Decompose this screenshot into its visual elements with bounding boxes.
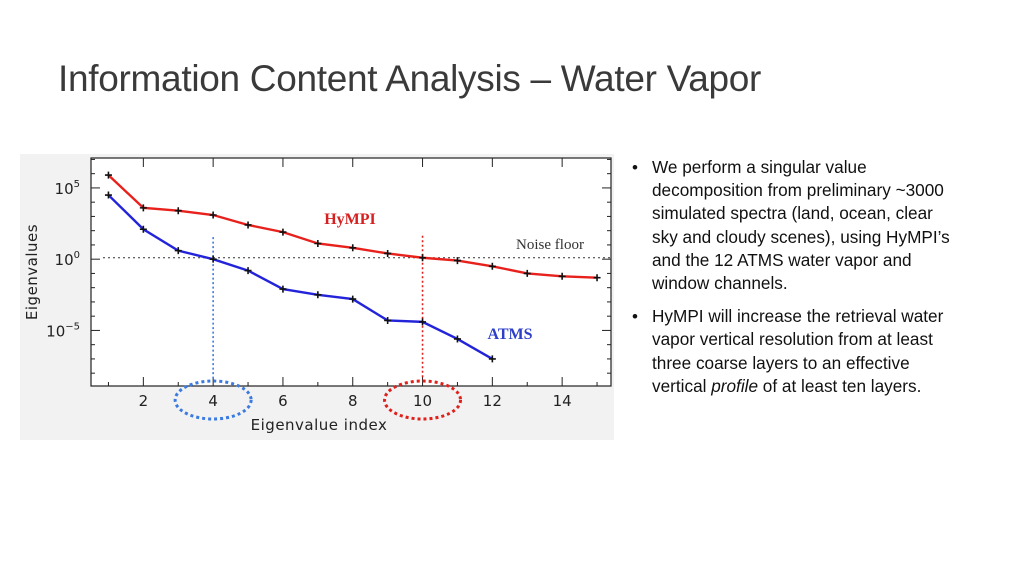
data-point-atms — [488, 355, 496, 363]
y-axis-title: Eigenvalues — [23, 224, 41, 320]
x-tick-label: 4 — [208, 392, 218, 410]
x-tick-label: 2 — [139, 392, 149, 410]
data-point-hympi — [244, 221, 252, 229]
marker-ellipse — [383, 379, 463, 421]
data-point-atms — [139, 225, 147, 233]
data-point-hympi — [558, 272, 566, 280]
x-tick-label: 10 — [413, 392, 432, 410]
bullet-text-1: We perform a singular value decompositio… — [652, 157, 950, 294]
data-point-atms — [209, 255, 217, 263]
eigenvalue-chart: 2 4 6 8 10 12 14 105 100 10−5 Eigenvalue index Eige… — [20, 154, 614, 440]
y-tick-exponent: 0 — [74, 250, 80, 261]
data-point-atms — [349, 295, 357, 303]
x-tick-label: 6 — [278, 392, 288, 410]
data-point-hympi — [523, 269, 531, 277]
data-point-hympi — [593, 274, 601, 282]
hympi-label-bg — [309, 206, 391, 230]
data-point-hympi — [104, 171, 112, 179]
data-point-hympi — [279, 228, 287, 236]
y-tick-label: 100 — [55, 250, 80, 269]
data-point-hympi — [139, 204, 147, 212]
data-point-hympi — [209, 211, 217, 219]
data-point-atms — [384, 316, 392, 324]
slide-title: Information Content Analysis – Water Vap… — [58, 58, 762, 99]
eigenvalue-chart-svg: 2 4 6 8 10 12 14 105 100 10−5 Eigenvalue index Eige… — [23, 157, 612, 434]
y-tick-label: 10−5 — [46, 321, 80, 340]
plot-frame — [90, 157, 612, 387]
noise-floor-label-bg — [503, 233, 597, 254]
data-point-atms — [174, 247, 182, 255]
data-point-hympi — [349, 244, 357, 252]
y-tick-exponent: −5 — [65, 321, 80, 332]
noise-floor-label: Noise floor — [516, 237, 584, 253]
data-point-atms — [279, 285, 287, 293]
x-tick-label: 12 — [483, 392, 502, 410]
data-point-atms — [419, 318, 427, 326]
data-point-hympi — [488, 262, 496, 270]
bullet-list: • We perform a singular value decomposit… — [632, 156, 962, 408]
data-point-hympi — [174, 207, 182, 215]
bullet-item-1: • We perform a singular value decomposit… — [632, 156, 962, 295]
hympi-annotation: HyMPI — [324, 211, 376, 228]
data-point-atms — [244, 267, 252, 275]
data-point-hympi — [453, 257, 461, 265]
data-point-atms — [104, 191, 112, 199]
y-tick-label: 105 — [55, 179, 80, 198]
bullet-text-2-emphasis: profile — [711, 375, 759, 396]
data-point-hympi — [314, 240, 322, 247]
x-tick-label: 14 — [553, 392, 572, 410]
data-point-atms — [314, 291, 322, 299]
x-axis-title: Eigenvalue index — [251, 416, 388, 434]
bullet-text-2-start: HyMPI will increase the retrieval water … — [652, 306, 944, 396]
y-tick-exponent: 5 — [74, 179, 80, 190]
data-point-hympi — [419, 254, 427, 262]
x-tick-label: 8 — [348, 392, 358, 410]
marker-ellipse — [173, 379, 253, 421]
bullet-item-2: • HyMPI will increase the retrieval wate… — [632, 305, 962, 398]
bullet-text-2-end: of at least ten layers. — [758, 375, 922, 396]
data-point-hympi — [384, 249, 392, 257]
atms-annotation: ATMS — [487, 326, 532, 343]
series-line-atms — [107, 194, 493, 360]
data-point-atms — [453, 335, 461, 343]
bullet-glyph: • — [632, 158, 638, 177]
bullet-glyph: • — [632, 307, 638, 327]
